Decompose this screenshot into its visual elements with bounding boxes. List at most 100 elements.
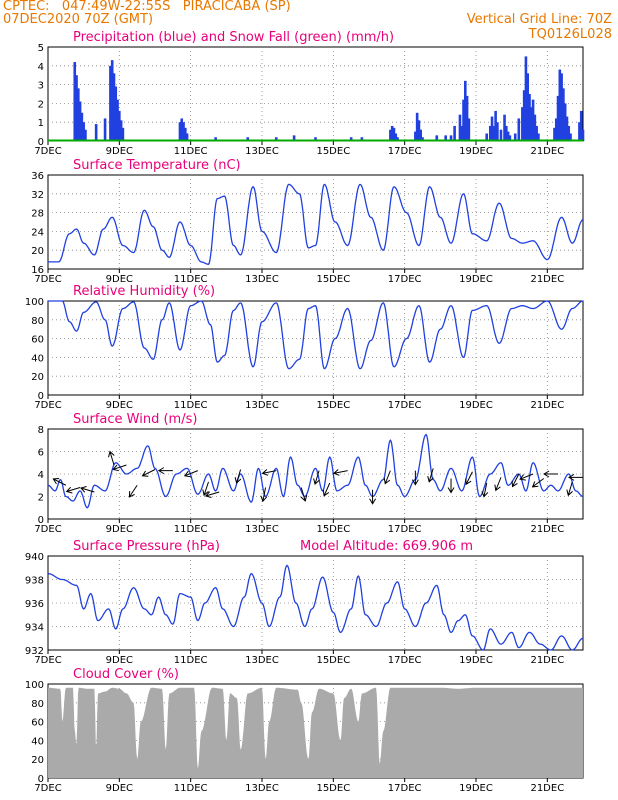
x-tick-label: 11DEC bbox=[174, 783, 208, 794]
precip-bar bbox=[73, 62, 77, 141]
precip-bar bbox=[360, 137, 364, 141]
x-tick-label: 11DEC bbox=[174, 524, 208, 535]
wind-arrow bbox=[108, 450, 115, 466]
x-tick-label: 9DEC bbox=[106, 655, 133, 666]
x-tick-label: 17DEC bbox=[388, 274, 422, 285]
x-tick-label: 7DEC bbox=[34, 524, 61, 535]
y-tick-label: 4 bbox=[38, 470, 44, 481]
precip-bar bbox=[349, 137, 353, 141]
y-tick-label: 938 bbox=[25, 576, 44, 587]
x-tick-label: 11DEC bbox=[174, 655, 208, 666]
y-tick-label: 20 bbox=[31, 755, 44, 766]
x-tick-label: 15DEC bbox=[316, 783, 350, 794]
y-tick-label: 934 bbox=[25, 623, 44, 634]
x-tick-label: 21DEC bbox=[530, 655, 564, 666]
precip-bar bbox=[182, 122, 185, 141]
precip-bar bbox=[528, 94, 531, 141]
x-tick-label: 21DEC bbox=[530, 274, 564, 285]
y-tick-label: 32 bbox=[31, 190, 44, 201]
y-tick-label: 2 bbox=[38, 99, 44, 110]
precip-bar bbox=[460, 125, 464, 141]
panel-annotation: Model Altitude: 669.906 m bbox=[300, 539, 473, 554]
y-tick-label: 936 bbox=[25, 599, 44, 610]
precip-bar bbox=[535, 125, 538, 141]
x-tick-label: 15DEC bbox=[316, 524, 350, 535]
x-tick-label: 11DEC bbox=[174, 274, 208, 285]
y-tick-label: 100 bbox=[25, 680, 44, 691]
station-header: CPTEC: 047:49W-22:55S PIRACICABA (SP) bbox=[3, 0, 291, 14]
precip-bar bbox=[314, 137, 317, 141]
y-tick-label: 0 bbox=[38, 515, 44, 526]
x-tick-label: 17DEC bbox=[388, 146, 422, 157]
precip-bar bbox=[84, 129, 87, 141]
wind-arrow bbox=[369, 489, 376, 505]
wind-arrow bbox=[157, 467, 173, 475]
precip-bar bbox=[458, 114, 462, 141]
wind-arrow bbox=[65, 486, 81, 494]
precip-bar bbox=[77, 88, 80, 141]
wind-arrow bbox=[531, 478, 545, 488]
wind-arrow bbox=[260, 487, 268, 503]
precip-bar bbox=[505, 125, 508, 141]
precip-bar bbox=[490, 116, 494, 141]
precip-bar bbox=[394, 133, 398, 141]
y-tick-label: 0 bbox=[38, 137, 44, 148]
wind-arrow bbox=[300, 487, 308, 502]
precip-bar bbox=[524, 56, 528, 141]
wind-arrow bbox=[465, 471, 473, 486]
y-tick-label: 16 bbox=[31, 265, 44, 276]
precip-bar bbox=[569, 133, 572, 141]
precip-bar bbox=[435, 135, 439, 141]
x-tick-label: 11DEC bbox=[174, 400, 208, 411]
wind-arrow bbox=[204, 491, 220, 498]
y-tick-label: 0 bbox=[38, 774, 44, 785]
y-tick-label: 2 bbox=[38, 493, 44, 504]
wind-arrow bbox=[543, 470, 559, 478]
panel-title: Relative Humidity (%) bbox=[73, 284, 215, 299]
wind-arrow bbox=[261, 469, 277, 476]
wind-arrow bbox=[494, 477, 502, 492]
precip-bar bbox=[499, 129, 503, 141]
precip-bar bbox=[485, 133, 488, 141]
precip-bar bbox=[521, 107, 524, 141]
precip-bar bbox=[453, 125, 456, 141]
precip-bar bbox=[560, 73, 563, 141]
precip-bar bbox=[389, 129, 392, 141]
precip-bar bbox=[114, 86, 118, 141]
precip-bar bbox=[578, 122, 581, 141]
x-tick-label: 17DEC bbox=[388, 655, 422, 666]
precip-bar bbox=[581, 129, 585, 141]
precip-bar bbox=[496, 122, 499, 141]
x-tick-label: 15DEC bbox=[316, 274, 350, 285]
y-tick-label: 940 bbox=[25, 552, 44, 563]
x-tick-label: 15DEC bbox=[316, 146, 350, 157]
precip-bar bbox=[506, 131, 510, 141]
x-tick-label: 19DEC bbox=[459, 146, 493, 157]
precip-bar bbox=[421, 137, 424, 141]
precip-bar bbox=[121, 127, 125, 141]
y-tick-label: 8 bbox=[38, 425, 44, 436]
precip-bar bbox=[467, 118, 471, 141]
y-tick-label: 36 bbox=[31, 171, 44, 182]
cloud-area bbox=[48, 687, 583, 778]
precip-bar bbox=[119, 120, 123, 141]
precip-bar bbox=[554, 118, 558, 141]
wind-arrow bbox=[234, 469, 242, 484]
x-tick-label: 11DEC bbox=[174, 146, 208, 157]
wind-arrow bbox=[511, 473, 520, 488]
x-tick-label: 13DEC bbox=[245, 274, 279, 285]
precip-bar bbox=[180, 118, 184, 141]
y-tick-label: 80 bbox=[31, 316, 44, 327]
series-line-4 bbox=[47, 564, 584, 651]
y-tick-label: 80 bbox=[31, 699, 44, 710]
x-tick-label: 19DEC bbox=[459, 655, 493, 666]
precip-bar bbox=[488, 125, 492, 141]
y-tick-label: 20 bbox=[31, 372, 44, 383]
precip-bar bbox=[103, 118, 107, 141]
wind-arrow bbox=[112, 464, 127, 472]
precip-bar bbox=[531, 99, 535, 141]
x-tick-label: 21DEC bbox=[530, 400, 564, 411]
precip-bar bbox=[533, 114, 537, 141]
precip-bar bbox=[178, 122, 182, 141]
precip-bar bbox=[529, 107, 533, 141]
